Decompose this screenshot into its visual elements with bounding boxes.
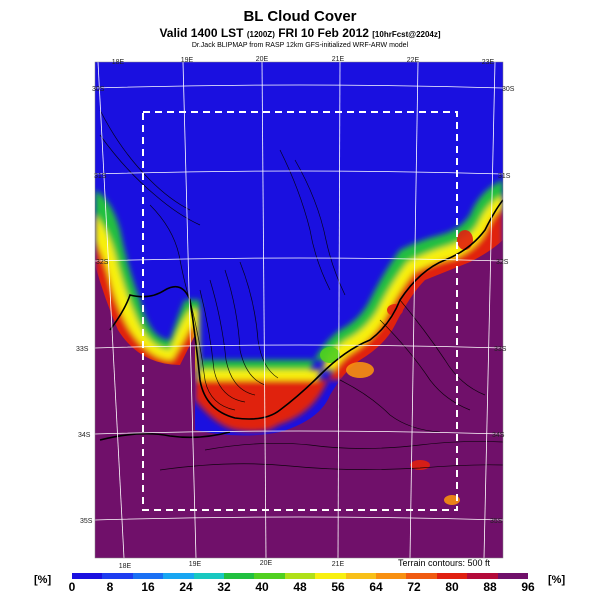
- lat-label-left: 34S: [78, 432, 91, 439]
- map-title: BL Cloud Cover: [243, 8, 357, 25]
- colorbar-tick-label: 56: [331, 580, 345, 594]
- model-credit: Dr.Jack BLIPMAP from RASP 12km GFS-initi…: [191, 42, 409, 49]
- lat-label-right: 30S: [502, 86, 515, 93]
- colorbar-swatch: [254, 573, 285, 579]
- colorbar-tick-label: 88: [483, 580, 497, 594]
- lat-labels-left: 30S 31S 32S 33S 34S 35S: [76, 86, 109, 525]
- parallel-31s: [94, 170, 504, 175]
- lat-label-left: 33S: [76, 346, 89, 353]
- parallel-34s: [94, 430, 504, 435]
- meridian-19e: [182, 61, 197, 559]
- parallel-35s: [94, 516, 504, 521]
- cloud-field: [95, 62, 503, 558]
- terrain-contour-note: Terrain contours: 500 ft: [398, 558, 491, 568]
- colorbar-swatch: [102, 573, 133, 579]
- colorbar-swatch: [376, 573, 407, 579]
- lat-label-right: 33S: [494, 346, 507, 353]
- lon-label-bottom: 20E: [260, 560, 273, 567]
- parallel-32s: [94, 257, 504, 262]
- colorbar-tick-label: 8: [106, 580, 114, 594]
- lat-label-right: 32S: [496, 259, 509, 266]
- valid-time: Valid 1400 LST: [159, 26, 244, 40]
- colorbar-swatch: [497, 573, 529, 579]
- utc-time: (1200Z): [246, 30, 275, 39]
- colorbar-tick-label: 80: [445, 580, 459, 594]
- lat-label-right: 34S: [492, 432, 505, 439]
- colorbar-tick-label: 16: [141, 580, 155, 594]
- lat-label-left: 32S: [96, 259, 109, 266]
- lat-label-left: 31S: [94, 173, 107, 180]
- lat-label-left: 30S: [92, 86, 105, 93]
- colorbar-ticks: 0 8 16 24 32 40 48 56 64 72 80 88 96: [68, 580, 535, 594]
- colorbar-tick-label: 64: [369, 580, 383, 594]
- meridian-22e: [409, 61, 419, 559]
- colorbar-tick-label: 32: [217, 580, 231, 594]
- meridian-23e: [483, 61, 496, 559]
- meridian-18e: [97, 61, 125, 559]
- colorbar-swatch: [467, 573, 498, 579]
- lon-label-top: 22E: [407, 57, 420, 64]
- parallel-30s: [94, 84, 504, 89]
- colorbar-swatch: [72, 573, 103, 579]
- colorbar-tick-label: 72: [407, 580, 421, 594]
- map-subtitle: Valid 1400 LST (1200Z) FRI 10 Feb 2012 […: [0, 26, 600, 40]
- colorbar-unit-left: [%]: [34, 574, 52, 586]
- lon-label-top: 18E: [112, 59, 125, 66]
- lon-label-top: 19E: [181, 57, 194, 64]
- parallel-33s: [94, 344, 504, 349]
- colorbar-swatch: [193, 573, 225, 579]
- lon-label-bottom: 18E: [119, 563, 132, 570]
- colorbar-swatch: [132, 573, 164, 579]
- colorbar-swatch: [406, 573, 437, 579]
- colorbar-swatch: [315, 573, 346, 579]
- overcast-region: [95, 240, 503, 558]
- colorbar-swatch: [163, 573, 194, 579]
- colorbar-swatch: [284, 573, 316, 579]
- plot-frame: [94, 61, 504, 559]
- colorbar-swatch: [345, 573, 377, 579]
- lat-label-right: 35S: [490, 518, 503, 525]
- lon-label-bottom: 21E: [332, 561, 345, 568]
- lon-labels-top: 18E 19E 20E 21E 22E 23E: [112, 56, 495, 66]
- forecast-info: [10hrFcst@2204z]: [372, 30, 441, 39]
- meridian-20e: [261, 61, 267, 559]
- colorbar: [72, 573, 529, 579]
- lon-label-top: 21E: [332, 56, 345, 63]
- valid-date: FRI 10 Feb 2012: [278, 26, 369, 40]
- coastline: [99, 199, 503, 441]
- lon-label-bottom: 19E: [189, 561, 202, 568]
- colorbar-unit-right: [%]: [548, 574, 566, 586]
- lat-label-left: 35S: [80, 518, 93, 525]
- colorbar-tick-label: 24: [179, 580, 193, 594]
- lon-label-top: 23E: [482, 59, 495, 66]
- colorbar-tick-label: 96: [521, 580, 535, 594]
- terrain-contours: [99, 109, 503, 471]
- colorbar-tick-label: 40: [255, 580, 269, 594]
- lat-labels-right: 30S 31S 32S 33S 34S 35S: [490, 86, 515, 525]
- meridian-21e: [337, 61, 341, 559]
- lon-label-top: 20E: [256, 56, 269, 63]
- lat-label-right: 31S: [498, 173, 511, 180]
- colorbar-tick-label: 0: [68, 580, 76, 594]
- colorbar-tick-label: 48: [293, 580, 307, 594]
- colorbar-swatch: [436, 573, 468, 579]
- inner-domain-box: [142, 111, 458, 511]
- graticule: [94, 61, 504, 559]
- colorbar-swatch: [224, 573, 255, 579]
- lon-labels-bottom: 18E 19E 20E 21E: [119, 560, 345, 570]
